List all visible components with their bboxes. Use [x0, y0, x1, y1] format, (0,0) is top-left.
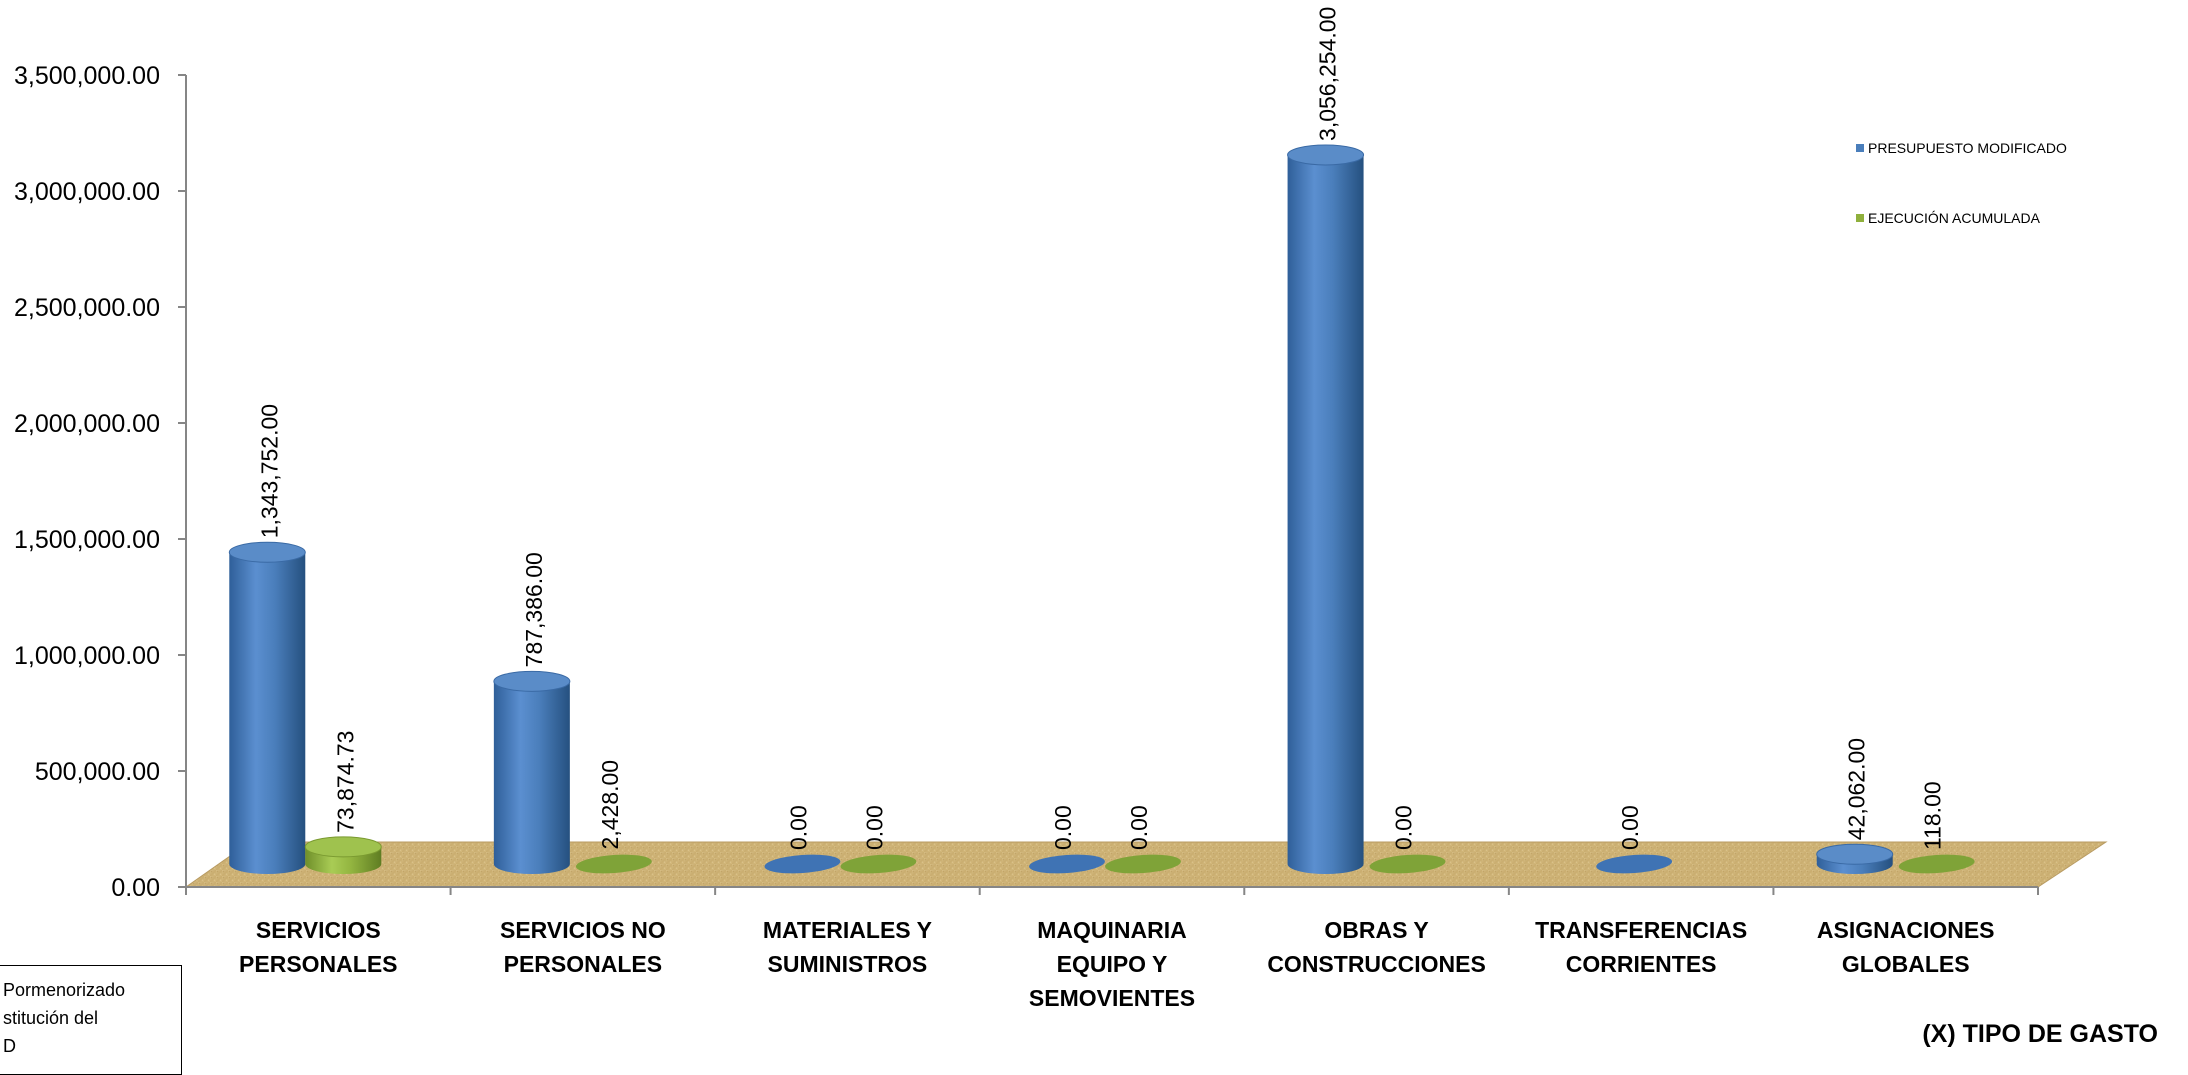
- x-category-label: SERVICIOS: [256, 917, 381, 943]
- bar-top: [1287, 144, 1365, 166]
- data-label: 0.00: [1391, 805, 1417, 850]
- note-line-2: stitución del: [3, 1008, 99, 1028]
- bar-flat: [1898, 854, 1975, 874]
- y-tick-label: 3,000,000.00: [14, 178, 160, 206]
- bar-flat: [1105, 854, 1181, 874]
- bar-presupuesto: [1596, 854, 1673, 874]
- source-note: Pormenorizado stitución del D: [0, 965, 182, 1075]
- bar-top: [1816, 843, 1894, 865]
- bar-flat: [1369, 854, 1446, 874]
- bar-flat: [575, 854, 652, 874]
- bar-ejecucion: [575, 854, 652, 874]
- legend-label: PRESUPUESTO MODIFICADO: [1868, 140, 2067, 156]
- x-category-label: PERSONALES: [239, 951, 397, 977]
- x-category-label: MATERIALES Y: [763, 917, 932, 943]
- bar-flat: [840, 854, 917, 874]
- data-label: 0.00: [1617, 805, 1643, 850]
- legend-swatch: [1856, 144, 1864, 152]
- y-tick-label: 0.00: [111, 874, 160, 902]
- bar-presupuesto: [1287, 144, 1365, 874]
- bar-body: [493, 681, 570, 874]
- y-tick-label: 2,500,000.00: [14, 294, 160, 322]
- bar-presupuesto: [1816, 843, 1894, 874]
- x-category-label: SERVICIOS NO: [500, 917, 666, 943]
- x-category-label: CONSTRUCCIONES: [1267, 951, 1486, 977]
- data-label: 787,386.00: [521, 552, 547, 667]
- bar-ejecucion: [840, 854, 917, 874]
- bar-ejecucion: [304, 836, 382, 874]
- bar-flat: [1596, 854, 1673, 874]
- bar-ejecucion: [1369, 854, 1446, 874]
- bar-ejecucion: [1105, 854, 1181, 874]
- x-axis-title: (X) TIPO DE GASTO: [1922, 1020, 2158, 1048]
- bar-top: [493, 670, 571, 692]
- legend-label: EJECUCIÓN ACUMULADA: [1868, 210, 2041, 226]
- bar-flat: [1029, 854, 1105, 874]
- note-line-3: D: [3, 1036, 16, 1056]
- x-category-label: OBRAS Y: [1324, 917, 1428, 943]
- bar-presupuesto: [493, 670, 571, 874]
- bar-body: [1287, 154, 1364, 874]
- data-label: 73,874.73: [332, 731, 358, 833]
- bar-presupuesto: [1029, 854, 1105, 874]
- bar-presupuesto: [228, 541, 306, 874]
- data-label: 0.00: [1050, 805, 1076, 850]
- data-label: 0.00: [861, 805, 887, 850]
- bar-chart: 0.00 500,000.00 1,000,000.00 1,500,000.00 2,…: [14, 7, 2158, 1048]
- x-category-label: TRANSFERENCIAS: [1535, 917, 1747, 943]
- x-category-label: ASIGNACIONES: [1817, 917, 1995, 943]
- bar-ejecucion: [1898, 854, 1975, 874]
- data-label: 0.00: [1126, 805, 1152, 850]
- data-label: 0.00: [785, 805, 811, 850]
- y-tick-label: 1,000,000.00: [14, 642, 160, 670]
- bar-flat: [764, 854, 841, 874]
- data-label: 3,056,254.00: [1315, 7, 1341, 141]
- data-label: 42,062.00: [1844, 738, 1870, 840]
- data-label: 1,343,752.00: [256, 404, 282, 538]
- y-tick-label: 2,000,000.00: [14, 410, 160, 438]
- data-label: 2,428.00: [597, 760, 623, 850]
- bar-presupuesto: [764, 854, 841, 874]
- x-category-label: GLOBALES: [1842, 951, 1970, 977]
- x-category-label: MAQUINARIA: [1037, 917, 1187, 943]
- x-category-label: EQUIPO Y: [1057, 951, 1168, 977]
- y-tick-label: 1,500,000.00: [14, 526, 160, 554]
- y-tick-label: 3,500,000.00: [14, 62, 160, 90]
- x-category-label: PERSONALES: [504, 951, 662, 977]
- bar-top: [228, 541, 306, 563]
- bar-body: [229, 552, 306, 874]
- x-category-label: CORRIENTES: [1566, 951, 1717, 977]
- data-label: 118.00: [1920, 781, 1946, 850]
- x-category-label: SUMINISTROS: [768, 951, 928, 977]
- legend-swatch: [1856, 214, 1864, 222]
- bar-top: [304, 836, 382, 858]
- x-category-label: SEMOVIENTES: [1029, 985, 1195, 1011]
- y-tick-label: 500,000.00: [35, 758, 160, 786]
- note-line-1: Pormenorizado: [3, 980, 126, 1000]
